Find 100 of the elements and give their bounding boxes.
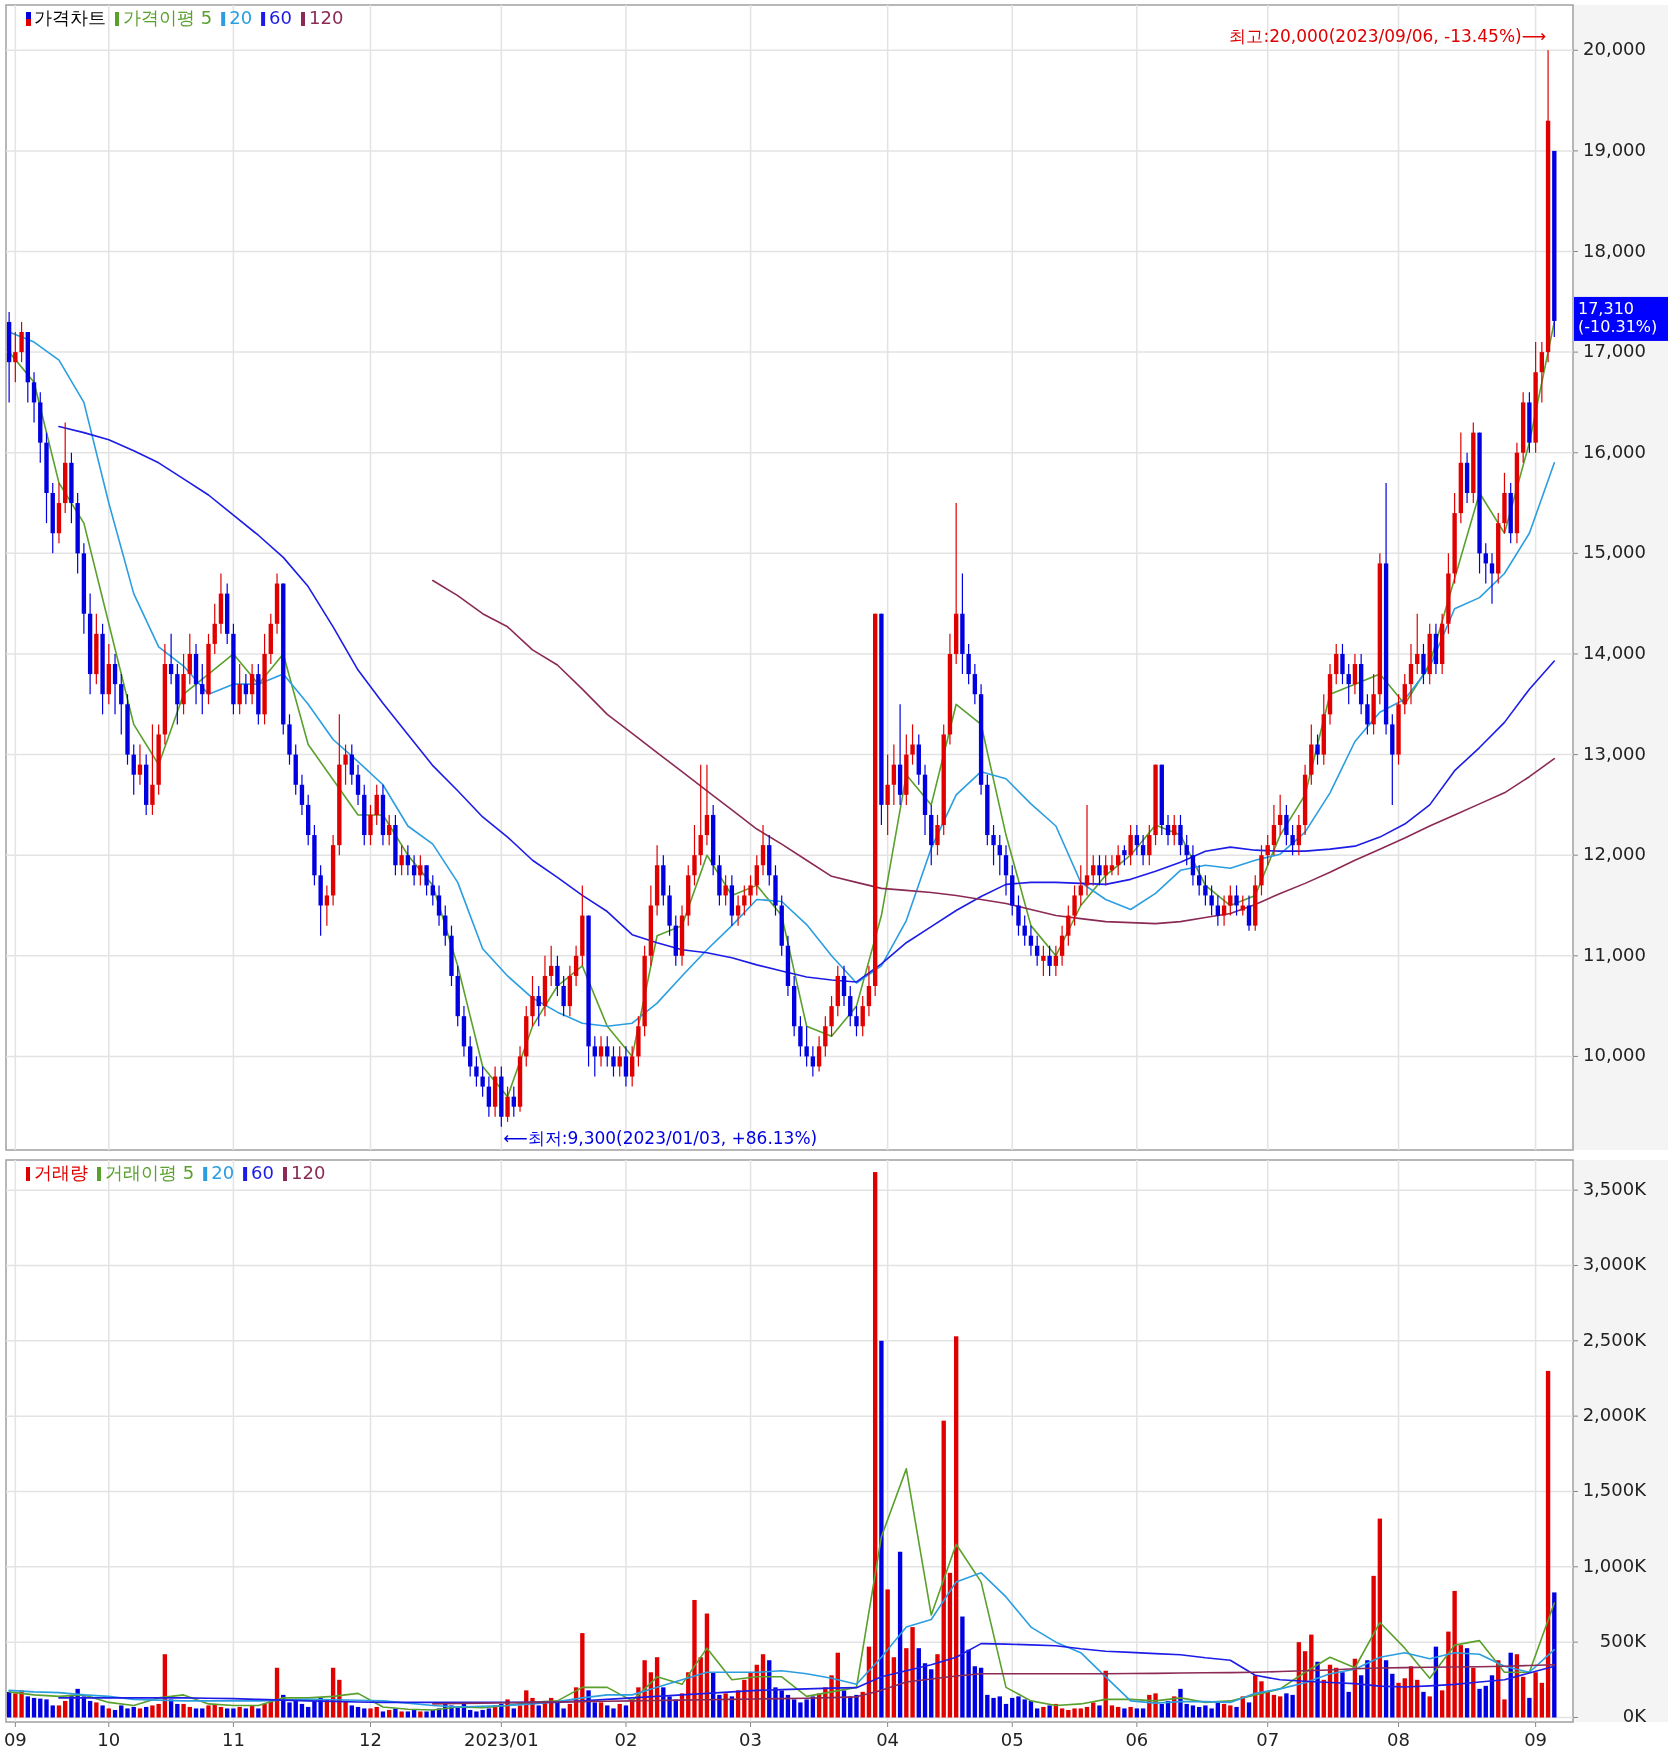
legend-label: 20: [211, 1162, 235, 1183]
x-tick-label: 08: [1387, 1729, 1410, 1750]
bar: [206, 1705, 211, 1718]
y-tick-label: 19,000: [1583, 138, 1646, 160]
candlestick: [991, 824, 996, 866]
y-tick-label: 14,000: [1583, 641, 1646, 663]
x-tick-label: 09: [3, 1729, 27, 1750]
y-tick-label: 16,000: [1583, 440, 1646, 462]
bar: [424, 1711, 429, 1718]
candlestick: [200, 663, 205, 715]
candlestick: [1147, 824, 1152, 866]
annotation: ⟵최저:9,300(2023/01/03, +86.13%): [503, 1127, 818, 1148]
bar: [56, 1705, 62, 1718]
candlestick: [1215, 894, 1221, 927]
candlestick: [299, 774, 305, 816]
bar: [399, 1711, 404, 1718]
bar: [1340, 1672, 1345, 1718]
text: 17,310 (-10.31%): [1578, 298, 1658, 337]
bar: [605, 1705, 610, 1718]
candlestick: [816, 1035, 822, 1073]
candlestick: [1172, 814, 1177, 846]
bar: [94, 1702, 99, 1718]
candlestick: [1097, 854, 1102, 886]
candlestick: [611, 1045, 616, 1078]
bar: [486, 1708, 492, 1718]
candlestick: [1053, 945, 1059, 977]
candlestick: [1234, 884, 1239, 917]
candlestick: [1122, 844, 1127, 866]
candlestick: [1103, 854, 1108, 886]
bar: [1520, 1676, 1526, 1718]
y-tick-label: 0K: [1622, 1705, 1648, 1727]
candlestick: [555, 955, 560, 997]
candlestick: [1047, 945, 1052, 977]
candlestick: [860, 995, 865, 1037]
candlestick: [630, 1045, 635, 1088]
y-tick-label: 20,000: [1583, 38, 1646, 60]
bar: [1259, 1681, 1264, 1718]
candlestick: [1402, 673, 1407, 715]
candlestick: [1271, 804, 1277, 856]
candlestick: [549, 945, 554, 987]
candlestick: [1408, 643, 1414, 705]
candlestick: [1066, 904, 1071, 947]
bar: [598, 1702, 604, 1718]
y-tick-label: 3,000K: [1582, 1253, 1648, 1275]
candlestick: [754, 854, 759, 897]
candlestick: [355, 764, 361, 806]
candlestick: [698, 764, 703, 866]
bar: [1246, 1702, 1252, 1718]
y-tick-label: 1,500K: [1582, 1479, 1648, 1501]
x-tick-label: 12: [359, 1729, 382, 1750]
candlestick: [1415, 613, 1420, 675]
candlestick: [1109, 854, 1115, 876]
candlestick: [368, 804, 373, 846]
bar: [1396, 1682, 1401, 1718]
bar: [119, 1705, 124, 1718]
candlestick: [885, 753, 890, 836]
candlestick: [866, 965, 872, 1017]
bar: [1439, 1690, 1445, 1718]
candlestick: [854, 1005, 859, 1037]
bar: [380, 1711, 386, 1718]
candlestick: [972, 663, 978, 705]
legend-label: 120: [291, 1162, 326, 1183]
candlestick: [530, 975, 535, 1027]
bar: [237, 1706, 242, 1718]
candlestick: [1365, 693, 1370, 736]
x-tick-label: 2023/01: [463, 1729, 539, 1750]
candlestick: [810, 1045, 816, 1078]
candlestick: [1284, 804, 1289, 846]
candlestick: [1072, 884, 1077, 927]
x-tick-label: 07: [1256, 1729, 1280, 1750]
bar: [1109, 1705, 1115, 1718]
candlestick: [418, 854, 423, 886]
line-series: [58, 1642, 1556, 1704]
candlestick: [443, 904, 448, 947]
candlestick: [119, 673, 124, 736]
candlestick: [1221, 894, 1227, 927]
bar: [225, 1708, 230, 1718]
line-series: [432, 579, 1556, 925]
candlestick: [343, 743, 348, 786]
y-tick-label: 10,000: [1583, 1044, 1646, 1066]
legend-label: 20: [229, 7, 253, 28]
bar: [100, 1705, 105, 1718]
candlestick: [841, 965, 847, 1007]
bar: [349, 1705, 354, 1718]
candlestick: [1290, 824, 1295, 856]
line-series: [8, 1572, 1556, 1708]
candlestick: [1246, 894, 1252, 932]
bar: [511, 1708, 516, 1718]
bar: [1483, 1685, 1488, 1718]
bar: [1097, 1705, 1102, 1718]
y-tick-label: 3,500K: [1582, 1178, 1648, 1200]
bar: [791, 1699, 797, 1718]
candlestick: [598, 1035, 604, 1068]
legend-label: 거래이평 5: [105, 1162, 195, 1183]
candlestick: [511, 1086, 516, 1118]
bar: [231, 1708, 236, 1718]
bar: [1034, 1708, 1040, 1718]
candlestick: [605, 1035, 610, 1068]
candlestick: [997, 834, 1002, 876]
bar: [1128, 1706, 1133, 1718]
